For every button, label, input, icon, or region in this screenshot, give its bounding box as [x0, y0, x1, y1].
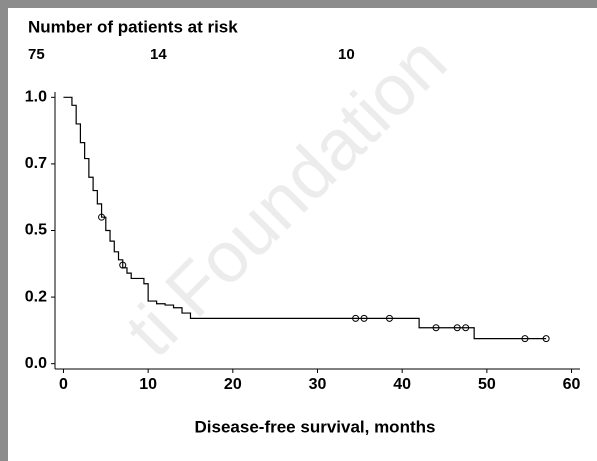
censor-mark — [352, 314, 360, 322]
at-risk-count: 14 — [150, 46, 167, 63]
x-tick-label: 10 — [139, 376, 157, 393]
y-tick-label: 0.7 — [25, 155, 47, 172]
watermark: ti Foundation — [111, 21, 462, 372]
censor-mark — [385, 314, 393, 322]
x-tick-label: 60 — [563, 376, 581, 393]
survival-curve — [63, 96, 547, 340]
y-tick-label: 0.2 — [25, 288, 47, 305]
censor-mark — [432, 324, 440, 332]
x-tick-label: 20 — [224, 376, 242, 393]
x-tick-label: 30 — [309, 376, 327, 393]
y-tick-label: 0.0 — [25, 355, 47, 372]
y-tick-label: 1.0 — [25, 89, 47, 106]
at-risk-count: 75 — [28, 46, 45, 63]
x-tick-label: 50 — [478, 376, 496, 393]
censor-mark — [542, 335, 550, 343]
at-risk-count: 10 — [338, 46, 355, 63]
at-risk-title: Number of patients at risk — [28, 17, 238, 36]
frame-top — [0, 0, 597, 8]
censor-mark — [521, 335, 529, 343]
censor-mark — [98, 213, 106, 221]
frame-left — [0, 0, 8, 461]
censor-mark — [462, 324, 470, 332]
x-axis-label: Disease-free survival, months — [195, 417, 436, 436]
y-tick-label: 0.5 — [25, 222, 47, 239]
censor-mark — [453, 324, 461, 332]
x-tick-label: 0 — [59, 376, 68, 393]
x-tick-label: 40 — [393, 376, 411, 393]
censor-mark — [360, 314, 368, 322]
censor-mark — [119, 261, 127, 269]
